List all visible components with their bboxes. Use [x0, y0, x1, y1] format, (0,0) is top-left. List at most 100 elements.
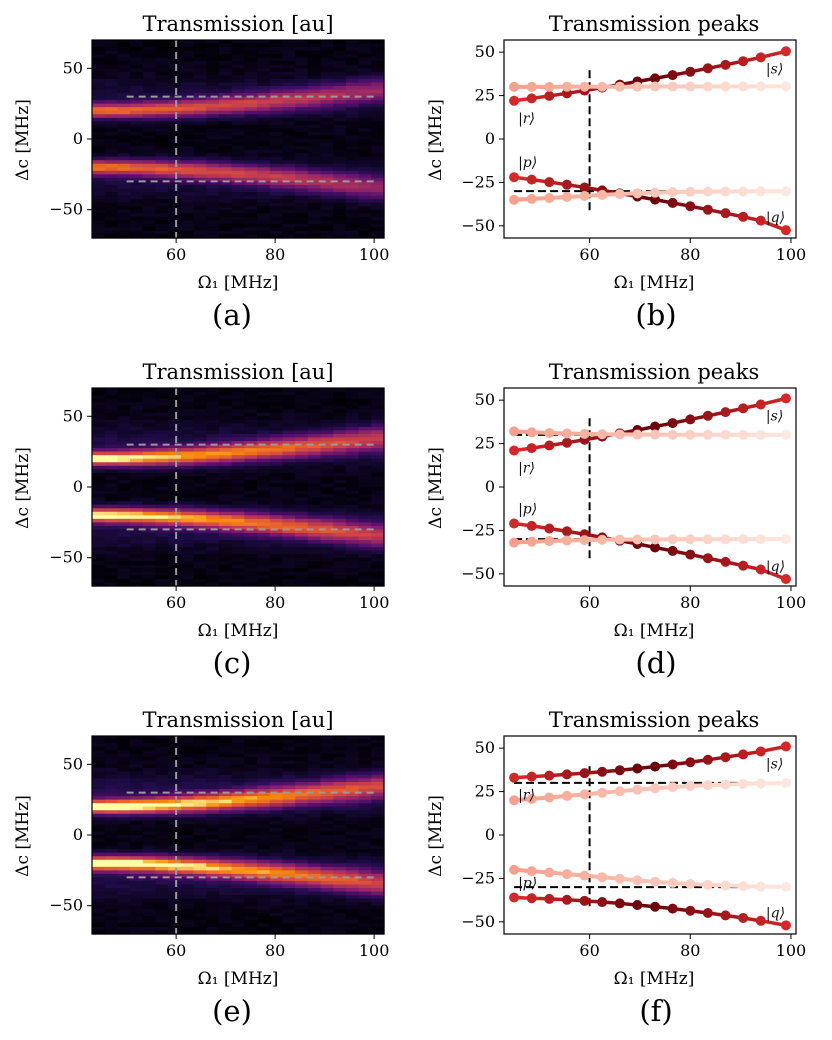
data-point-lower-weak	[667, 534, 678, 545]
heatmap-cell	[142, 487, 157, 492]
heatmap-cell	[130, 458, 144, 463]
heatmap-cell	[168, 50, 182, 55]
heatmap-cell	[142, 764, 157, 769]
heatmap-cell	[117, 40, 131, 45]
heatmap-cell	[155, 504, 169, 509]
heatmap-cell	[218, 156, 233, 161]
heatmap-cell	[257, 409, 271, 414]
heatmap-cell	[269, 554, 284, 559]
heatmap-cell	[269, 926, 284, 932]
heatmap-cell	[104, 930, 118, 935]
heatmap-cell	[244, 515, 258, 520]
heatmap-cell	[155, 188, 169, 193]
heatmap-cell	[130, 43, 144, 48]
data-point-lower-weak	[702, 186, 713, 197]
heatmap-cell	[345, 455, 360, 460]
heatmap-cell	[218, 568, 233, 573]
heatmap-cell	[130, 824, 144, 829]
heatmap-cell	[269, 121, 284, 126]
data-point-lower-weak	[755, 534, 766, 545]
heatmap-cell	[269, 909, 284, 914]
heatmap-cell	[104, 230, 118, 236]
heatmap-cell	[130, 398, 144, 403]
heatmap-cell	[231, 536, 245, 541]
heatmap-cell	[244, 561, 258, 566]
heatmap-cell	[333, 859, 347, 864]
heatmap-cell	[257, 525, 271, 531]
heatmap-cell	[180, 813, 195, 818]
heatmap-cell	[142, 412, 157, 417]
heatmap-cell	[371, 419, 385, 424]
heatmap-cell	[257, 746, 271, 751]
heatmap-cell	[104, 554, 118, 559]
data-point-upper-main	[755, 52, 766, 63]
heatmap-cell	[142, 402, 157, 407]
heatmap-cell	[92, 124, 106, 129]
state-label-r: |r⟩	[518, 788, 535, 804]
panel-e-ytick-label: 50	[63, 754, 83, 773]
heatmap-cell	[206, 47, 220, 52]
heatmap-cell	[117, 50, 131, 55]
heatmap-cell	[282, 462, 296, 467]
heatmap-cell	[218, 902, 233, 907]
panel-c-ytick-label: 50	[63, 406, 83, 425]
heatmap-cell	[231, 124, 245, 129]
data-point-lower-weak	[614, 873, 625, 884]
heatmap-cell	[295, 416, 309, 421]
data-point-lower-main	[561, 179, 572, 190]
heatmap-cell	[307, 469, 322, 474]
heatmap-cell	[371, 174, 385, 179]
heatmap-cell	[358, 487, 372, 492]
heatmap-cell	[130, 582, 144, 587]
heatmap-cell	[257, 391, 271, 396]
heatmap-cell	[320, 796, 334, 801]
heatmap-cell	[269, 831, 284, 836]
heatmap-cell	[257, 128, 271, 133]
heatmap-cell	[218, 799, 233, 804]
heatmap-cell	[257, 476, 271, 481]
heatmap-cell	[282, 750, 296, 755]
heatmap-cell	[130, 167, 144, 172]
heatmap-cell	[269, 919, 284, 924]
heatmap-cell	[92, 476, 106, 481]
heatmap-cell	[130, 479, 144, 485]
heatmap-cell	[92, 402, 106, 407]
heatmap-cell	[320, 209, 334, 214]
heatmap-cell	[193, 100, 207, 105]
heatmap-cell	[257, 817, 271, 822]
heatmap-cell	[142, 75, 157, 80]
heatmap-cell	[218, 117, 233, 122]
heatmap-cell	[168, 441, 182, 446]
heatmap-cell	[104, 82, 118, 87]
heatmap-cell	[371, 455, 385, 460]
heatmap-cell	[180, 458, 195, 463]
heatmap-cell	[130, 391, 144, 396]
heatmap-cell	[231, 785, 245, 790]
heatmap-cell	[269, 859, 284, 864]
heatmap-cell	[155, 753, 169, 758]
heatmap-cell	[117, 75, 131, 80]
heatmap-cell	[358, 554, 372, 559]
heatmap-cell	[257, 121, 271, 126]
heatmap-cell	[168, 395, 182, 400]
heatmap-cell	[142, 930, 157, 935]
heatmap-cell	[193, 909, 207, 914]
heatmap-cell	[130, 515, 144, 520]
heatmap-cell	[282, 891, 296, 896]
heatmap-cell	[92, 103, 106, 108]
heatmap-cell	[168, 764, 182, 769]
heatmap-cell	[92, 441, 106, 446]
heatmap-cell	[282, 838, 296, 843]
heatmap-cell	[282, 441, 296, 446]
heatmap-cell	[130, 739, 144, 744]
heatmap-cell	[92, 199, 106, 204]
heatmap-cell	[218, 479, 233, 485]
data-point-lower-main	[650, 194, 661, 205]
heatmap-cell	[117, 501, 131, 506]
heatmap-cell	[218, 880, 233, 886]
heatmap-cell	[269, 820, 284, 825]
heatmap-cell	[244, 139, 258, 144]
heatmap-cell	[257, 96, 271, 101]
heatmap-cell	[231, 96, 245, 101]
heatmap-cell	[142, 877, 157, 882]
